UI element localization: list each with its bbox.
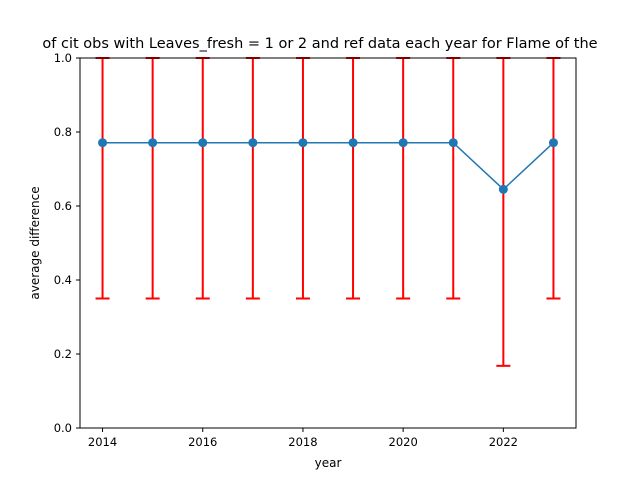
x-tick-label: 2020 [389, 435, 418, 449]
y-tick-label: 1.0 [54, 51, 72, 65]
data-point [498, 184, 508, 194]
y-tick-label: 0.4 [54, 273, 72, 287]
y-tick-label: 0.2 [54, 347, 72, 361]
data-point [398, 138, 408, 148]
x-tick-label: 2022 [489, 435, 518, 449]
x-tick-label: 2018 [288, 435, 317, 449]
x-axis-label: year [315, 456, 342, 470]
data-point [298, 138, 308, 148]
x-axis-ticks: 2014 2016 2018 2020 2022 [88, 428, 518, 449]
data-point [448, 138, 458, 148]
data-point [98, 138, 108, 148]
y-tick-label: 0.0 [54, 421, 72, 435]
data-points [98, 138, 558, 194]
x-tick-label: 2016 [188, 435, 217, 449]
y-tick-label: 0.8 [54, 125, 72, 139]
y-axis-label: average difference [28, 186, 42, 299]
data-point [148, 138, 158, 148]
series-line [102, 141, 554, 191]
data-point [548, 138, 558, 148]
data-point [198, 138, 208, 148]
y-tick-label: 0.6 [54, 199, 72, 213]
plot-area-frame [79, 57, 577, 429]
data-point [348, 138, 358, 148]
x-tick-label: 2014 [88, 435, 117, 449]
chart-title: of cit obs with Leaves_fresh = 1 or 2 an… [42, 36, 597, 52]
series-line-group [102, 141, 554, 191]
y-axis-ticks: 0.0 0.2 0.4 0.6 0.8 1.0 [54, 51, 80, 435]
data-point [248, 138, 258, 148]
